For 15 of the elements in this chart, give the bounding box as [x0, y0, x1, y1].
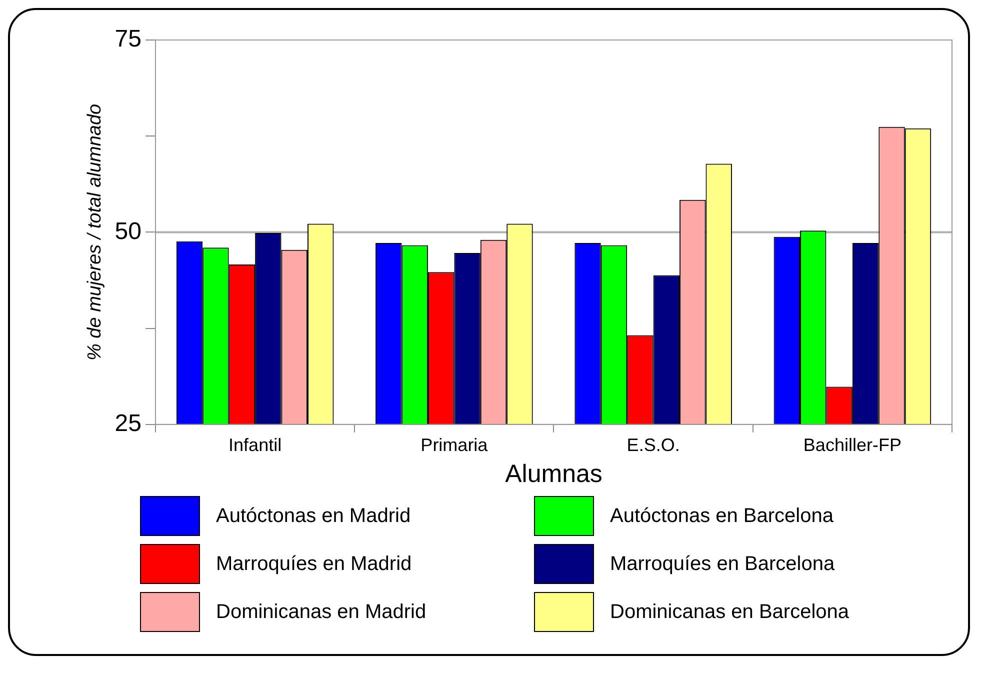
legend-label: Dominicanas en Barcelona	[610, 600, 850, 624]
y-tick-label: 75	[114, 26, 142, 53]
x-tick-label: Primaria	[420, 435, 489, 456]
x-tick-label: E.S.O.	[626, 435, 680, 456]
x-tick-label: Infantil	[228, 435, 282, 456]
legend-label: Autóctonas en Barcelona	[610, 504, 834, 528]
x-tick-label: Bachiller-FP	[803, 435, 902, 456]
x-axis-title: Alumnas	[505, 460, 602, 488]
legend-label: Dominicanas en Madrid	[216, 600, 426, 624]
y-tick-label: 50	[114, 218, 142, 245]
legend-label: Marroquíes en Barcelona	[610, 552, 835, 576]
legend-label: Autóctonas en Madrid	[216, 504, 411, 528]
y-tick-label: 25	[114, 410, 142, 438]
y-axis-title: % de mujeres / total alumnado	[84, 104, 106, 361]
legend-label: Marroquíes en Madrid	[216, 552, 412, 576]
